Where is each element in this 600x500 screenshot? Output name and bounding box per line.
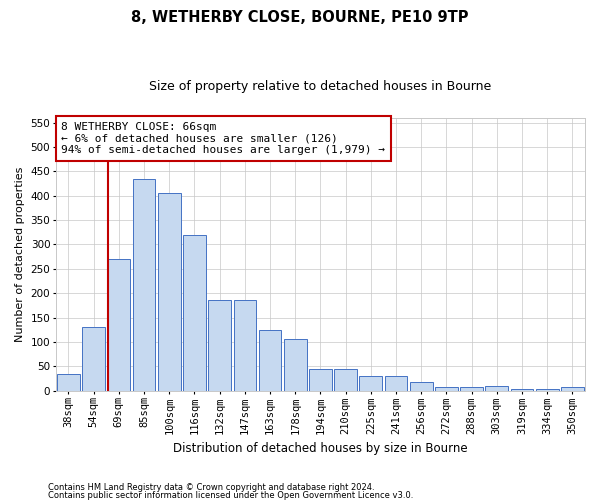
Bar [561, 387, 584, 390]
X-axis label: Distribution of detached houses by size in Bourne: Distribution of detached houses by size … [173, 442, 468, 455]
Bar [158, 194, 181, 390]
Text: Contains public sector information licensed under the Open Government Licence v3: Contains public sector information licen… [48, 490, 413, 500]
Bar [511, 389, 533, 390]
Title: Size of property relative to detached houses in Bourne: Size of property relative to detached ho… [149, 80, 491, 93]
Bar [208, 300, 231, 390]
Bar [183, 234, 206, 390]
Y-axis label: Number of detached properties: Number of detached properties [15, 166, 25, 342]
Text: 8, WETHERBY CLOSE, BOURNE, PE10 9TP: 8, WETHERBY CLOSE, BOURNE, PE10 9TP [131, 10, 469, 25]
Bar [57, 374, 80, 390]
Bar [284, 340, 307, 390]
Bar [233, 300, 256, 390]
Bar [133, 178, 155, 390]
Bar [410, 382, 433, 390]
Text: 8 WETHERBY CLOSE: 66sqm
← 6% of detached houses are smaller (126)
94% of semi-de: 8 WETHERBY CLOSE: 66sqm ← 6% of detached… [61, 122, 385, 155]
Bar [485, 386, 508, 390]
Bar [536, 389, 559, 390]
Bar [259, 330, 281, 390]
Text: Contains HM Land Registry data © Crown copyright and database right 2024.: Contains HM Land Registry data © Crown c… [48, 484, 374, 492]
Bar [460, 386, 483, 390]
Bar [334, 368, 357, 390]
Bar [309, 368, 332, 390]
Bar [359, 376, 382, 390]
Bar [82, 328, 105, 390]
Bar [385, 376, 407, 390]
Bar [107, 259, 130, 390]
Bar [435, 386, 458, 390]
